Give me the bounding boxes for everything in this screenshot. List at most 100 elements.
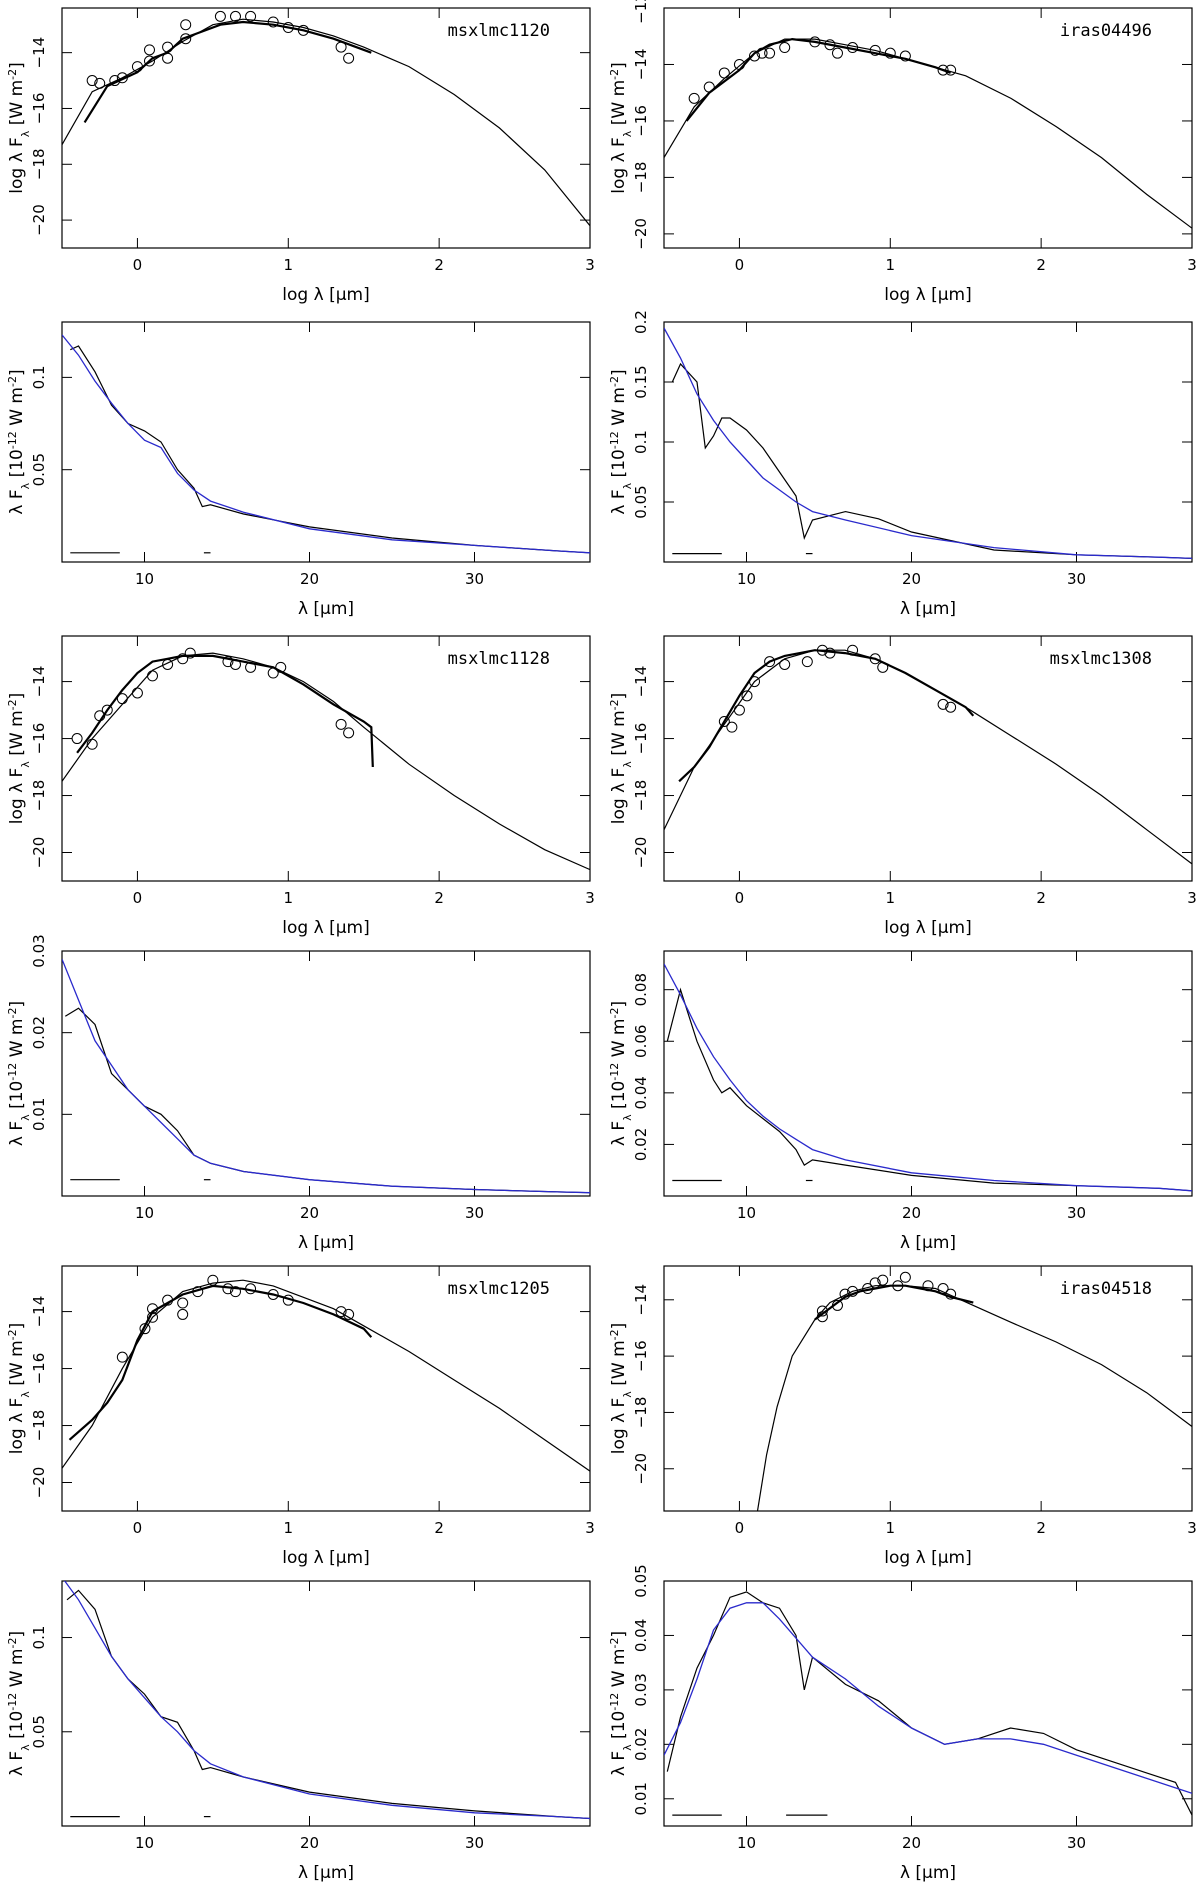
x-axis-label: log λ [μm] [884,918,971,938]
y-axis-label: λ Fλ [10-12 W m-2] [6,1001,32,1146]
x-tick-label: 0 [735,256,745,274]
photometry-point [229,658,241,670]
photometry-point [801,656,813,668]
photometry-point [343,52,355,64]
photometry-point [733,58,745,70]
observed-spectrum-line [76,654,374,768]
photometry-point [718,67,730,79]
x-tick-label: 30 [1067,570,1086,588]
plot-frame [61,1580,591,1827]
y-tick-label: −16 [30,93,48,125]
x-axis-label: λ [μm] [900,599,956,619]
photometry-point [877,1274,889,1286]
y-axis-label: log λ Fλ [W m-2] [6,693,32,825]
photometry-point [177,653,189,665]
y-tick-label: −18 [30,148,48,180]
photometry-point [869,653,881,665]
y-tick-label: −16 [30,1353,48,1385]
photometry-point [831,47,843,59]
observed-spectrum-line [66,1589,590,1820]
plot-frame [663,321,1193,563]
x-axis-label: log λ [μm] [884,285,971,305]
y-axis-label: λ Fλ [10-12 W m-2] [6,1631,32,1776]
y-tick-label: 0.2 [632,310,650,334]
photometry-point [297,24,309,36]
photometry-point [192,1286,204,1298]
model-sed-line [664,38,1192,229]
photometry-point [86,738,98,750]
plot-frame [663,950,1193,1197]
x-tick-label: 20 [902,570,921,588]
y-axis-label: λ Fλ [10-12 W m-2] [608,369,634,514]
panel-2: 10 20 30 0.05 0.1 λ [μm] λ Fλ [10-12 W m-2] [6,321,591,619]
y-axis-label: log λ Fλ [W m-2] [608,62,634,194]
x-tick-label: 0 [735,889,745,907]
y-tick-label: 0.03 [632,1673,650,1706]
photometry-point [143,55,155,67]
photometry-point [703,81,715,93]
photometry-point [267,16,279,28]
photometry-point [147,1303,159,1315]
x-tick-label: 0 [133,889,143,907]
photometry-point [109,75,121,87]
photometry-point [147,1311,159,1323]
model-fit-line [63,1581,590,1820]
x-tick-label: 10 [135,1204,154,1222]
photometry-point [726,721,738,733]
photometry-point [131,687,143,699]
photometry-point [937,1283,949,1295]
y-tick-label: 0.05 [632,485,650,518]
photometry-point [180,33,192,45]
y-tick-label: −16 [632,1340,650,1372]
photometry-point [94,710,106,722]
y-tick-label: 0.1 [30,1626,48,1650]
photometry-point [816,1305,828,1317]
photometry-point [184,647,196,659]
x-tick-label: 0 [133,1519,143,1537]
x-tick-label: 10 [135,570,154,588]
x-axis-label: log λ [μm] [282,285,369,305]
y-tick-label: −14 [30,37,48,69]
observed-spectrum-line [64,1007,590,1194]
photometry-point [899,1271,911,1283]
y-tick-label: 0.15 [632,365,650,398]
plot-frame [61,7,591,249]
y-axis-label: log λ Fλ [W m-2] [6,1323,32,1455]
y-tick-label: 0.02 [30,1016,48,1049]
panel-7: 10 20 30 0.02 0.04 0.06 0.08 λ [μm] λ Fλ [10-12 … [608,950,1193,1253]
x-axis-label: λ [μm] [298,599,354,619]
photometry-point [71,733,83,745]
panel-6: 10 20 30 0.01 0.02 0.03 λ [μm] λ Fλ [10-12 W m-… [6,934,591,1253]
model-sed-line [62,18,590,227]
panel-10: 10 20 30 0.05 0.1 λ [μm] λ Fλ [10-12 W m-2] [6,1580,591,1883]
photometry-point [749,50,761,62]
y-tick-label: −14 [632,1284,650,1316]
x-tick-label: 2 [1036,889,1046,907]
photometry-point [779,42,791,54]
x-tick-label: 20 [300,1204,319,1222]
plot-frame [663,1265,1193,1512]
y-tick-label: 0.02 [632,1128,650,1161]
photometry-point [733,704,745,716]
x-tick-label: 10 [737,1204,756,1222]
photometry-point [343,1308,355,1320]
photometry-point [764,47,776,59]
x-axis-label: log λ [μm] [884,1548,971,1568]
y-tick-label: −18 [632,780,650,812]
x-tick-label: 2 [434,889,444,907]
photometry-point [847,644,859,656]
photometry-point [831,1299,843,1311]
y-tick-label: −20 [30,1467,48,1499]
panel-label: msxlmc1308 [1050,649,1152,669]
photometry-point [335,41,347,53]
x-tick-label: 1 [284,256,294,274]
x-tick-label: 20 [902,1204,921,1222]
x-tick-label: 20 [300,1834,319,1852]
photometry-point [267,1288,279,1300]
x-tick-label: 1 [284,889,294,907]
x-tick-label: 20 [300,570,319,588]
x-tick-label: 3 [1187,1519,1197,1537]
x-tick-label: 1 [284,1519,294,1537]
model-sed-line [756,1285,1192,1511]
photometry-point [267,667,279,679]
